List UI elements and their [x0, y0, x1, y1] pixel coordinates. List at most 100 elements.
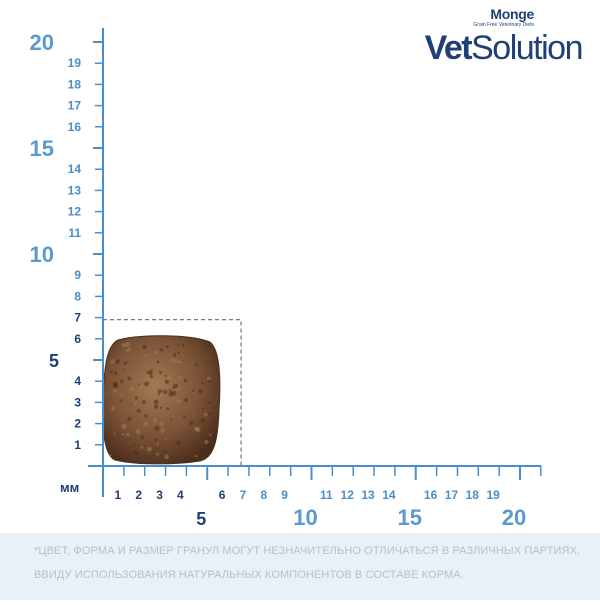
kibble-texture [113, 432, 116, 435]
kibble-texture [109, 398, 111, 401]
x-tick-label: 17 [445, 488, 459, 502]
kibble-texture [120, 379, 124, 383]
kibble-texture [153, 350, 158, 355]
kibble-texture [160, 392, 165, 397]
kibble-texture [183, 378, 188, 383]
kibble-texture [119, 399, 123, 402]
kibble-texture [201, 407, 205, 410]
y-tick-label: 13 [68, 183, 82, 197]
kibble-texture [163, 450, 167, 453]
kibble-texture [136, 369, 139, 373]
kibble-texture [109, 454, 112, 457]
kibble-texture [159, 348, 164, 352]
kibble-texture [110, 370, 113, 374]
kibble-texture [208, 412, 212, 415]
kibble-texture [170, 418, 172, 421]
kibble-texture [197, 388, 203, 394]
kibble-texture [209, 444, 212, 447]
x-tick-label: 7 [240, 488, 247, 502]
kibble-texture [111, 378, 113, 381]
disclaimer-line-1: *ЦВЕТ, ФОРМА И РАЗМЕР ГРАНУЛ МОГУТ НЕЗНА… [34, 545, 581, 557]
kibble-texture [134, 402, 137, 405]
disclaimer-footer: *ЦВЕТ, ФОРМА И РАЗМЕР ГРАНУЛ МОГУТ НЕЗНА… [0, 533, 600, 600]
kibble-texture [152, 418, 158, 423]
brand-vet: Vet [424, 29, 473, 67]
kibble-texture [121, 393, 124, 396]
kibble-texture [112, 389, 117, 393]
kibble-texture [194, 362, 198, 366]
kibble-texture [159, 421, 165, 427]
x-tick-label: 8 [260, 488, 267, 502]
x-major-label: 15 [398, 505, 422, 530]
y-tick-label: 1 [74, 438, 81, 452]
y-tick-label: 2 [74, 417, 81, 431]
y-major-label: 10 [30, 242, 54, 267]
kibble-texture [142, 345, 147, 350]
kibble-texture [164, 437, 167, 440]
kibble-texture [194, 427, 199, 432]
kibble-texture [134, 396, 139, 400]
kibble-texture [129, 403, 132, 405]
kibble-texture [174, 358, 178, 363]
kibble-texture [207, 342, 211, 346]
kibble-texture [177, 360, 180, 363]
kibble-texture [117, 443, 119, 446]
kibble-texture [119, 394, 122, 397]
kibble-texture [144, 414, 148, 418]
kibble-texture [121, 433, 125, 436]
kibble-texture [139, 456, 142, 459]
kibble-texture [195, 451, 200, 455]
brand-monge: Monge [490, 6, 534, 22]
kibble-texture [166, 407, 170, 411]
y-tick-label: 8 [74, 289, 81, 303]
kibble-texture [151, 368, 153, 371]
kibble-texture [143, 421, 149, 427]
kibble-texture [199, 449, 205, 455]
kibble-texture [114, 371, 118, 376]
y-tick-label: 4 [74, 374, 81, 388]
kibble-texture [154, 437, 158, 442]
kibble-texture [149, 374, 153, 378]
kibble-texture [169, 358, 175, 363]
kibble-texture [130, 386, 135, 391]
kibble-texture [125, 347, 131, 353]
y-tick-label: 19 [68, 56, 82, 70]
x-tick-label: 18 [466, 488, 480, 502]
kibble-texture [176, 440, 181, 446]
x-tick-label: 1 [115, 488, 122, 502]
kibble-texture [184, 398, 189, 403]
kibble-texture [144, 354, 147, 358]
kibble-texture [153, 404, 159, 409]
kibble-texture [140, 435, 145, 439]
kibble-texture [142, 400, 146, 405]
kibble-texture [153, 384, 159, 390]
kibble-texture [203, 412, 208, 417]
kibble-texture [153, 422, 156, 425]
kibble-texture [137, 383, 140, 386]
x-major-label: 10 [293, 505, 317, 530]
kibble-texture [173, 353, 176, 357]
x-tick-label: 9 [281, 488, 288, 502]
y-tick-label: 16 [68, 120, 82, 134]
kibble-texture [164, 374, 168, 378]
kibble-texture [193, 413, 196, 415]
kibble-texture [204, 440, 209, 445]
kibble-texture [191, 358, 194, 361]
x-tick-label: 11 [320, 488, 333, 502]
kibble-texture [209, 433, 212, 437]
kibble-texture [174, 388, 177, 391]
kibble-texture [132, 407, 135, 410]
kibble-texture [123, 368, 126, 371]
kibble-texture [110, 359, 115, 364]
kibble-texture [133, 443, 137, 447]
kibble-texture [192, 389, 195, 393]
y-tick-label: 7 [74, 311, 81, 325]
kibble-texture [136, 408, 141, 413]
kibble-texture [156, 452, 160, 456]
x-tick-label: 12 [341, 488, 355, 502]
kibble-texture [125, 432, 130, 437]
kibble-texture [166, 345, 170, 349]
x-tick-label: 4 [177, 488, 184, 502]
kibble-texture [126, 347, 129, 350]
